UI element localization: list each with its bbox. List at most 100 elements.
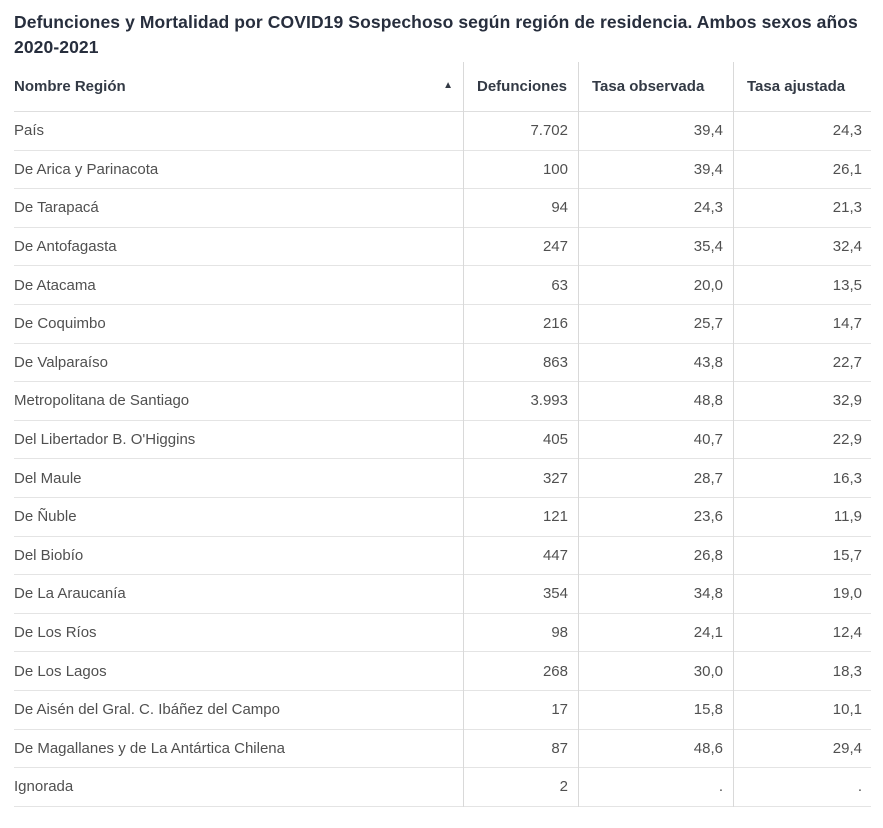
cell-tasa-ajustada: 19,0 — [832, 585, 862, 603]
cell-tasa-observada: 26,8 — [693, 546, 723, 564]
cell-defunciones: 247 — [542, 238, 568, 256]
cell-region: De Antofagasta — [14, 238, 117, 256]
table-row[interactable]: Ignorada 2 . . — [14, 768, 871, 807]
cell-region: De La Araucanía — [14, 585, 126, 603]
table-row[interactable]: De Aisén del Gral. C. Ibáñez del Campo 1… — [14, 690, 871, 730]
cell-tasa-observada: 35,4 — [693, 238, 723, 256]
regions-table: Nombre Región ▲ Defunciones Tasa observa… — [14, 62, 871, 807]
table-row[interactable]: Del Biobío 447 26,8 15,7 — [14, 536, 871, 576]
cell-tasa-ajustada: 14,7 — [832, 315, 862, 333]
cell-tasa-observada: 39,4 — [693, 160, 723, 178]
table-row[interactable]: Del Libertador B. O'Higgins 405 40,7 22,… — [14, 420, 871, 460]
cell-tasa-ajustada: . — [857, 778, 862, 796]
cell-tasa-ajustada: 32,9 — [832, 392, 862, 410]
column-divider-1 — [463, 62, 464, 807]
table-row[interactable]: De Antofagasta 247 35,4 32,4 — [14, 227, 871, 267]
cell-defunciones: 216 — [542, 315, 568, 333]
cell-region: País — [14, 122, 45, 140]
table-row[interactable]: País 7.702 39,4 24,3 — [14, 112, 871, 151]
cell-tasa-ajustada: 13,5 — [832, 276, 862, 294]
cell-tasa-observada: . — [718, 778, 723, 796]
cell-tasa-observada: 34,8 — [693, 585, 723, 603]
cell-defunciones: 98 — [551, 624, 568, 642]
cell-tasa-ajustada: 16,3 — [832, 469, 862, 487]
cell-defunciones: 447 — [542, 546, 568, 564]
cell-region: De Coquimbo — [14, 315, 106, 333]
table-row[interactable]: De Arica y Parinacota 100 39,4 26,1 — [14, 150, 871, 190]
cell-tasa-observada: 39,4 — [693, 122, 723, 140]
cell-tasa-observada: 43,8 — [693, 353, 723, 371]
cell-tasa-observada: 30,0 — [693, 662, 723, 680]
cell-tasa-ajustada: 24,3 — [832, 122, 862, 140]
cell-tasa-ajustada: 22,9 — [832, 431, 862, 449]
page-title: Defunciones y Mortalidad por COVID19 Sos… — [14, 12, 858, 57]
table-row[interactable]: De Los Lagos 268 30,0 18,3 — [14, 652, 871, 691]
table-row[interactable]: De Los Ríos 98 24,1 12,4 — [14, 613, 871, 653]
cell-region: De Magallanes y de La Antártica Chilena — [14, 739, 285, 757]
cell-region: De Atacama — [14, 276, 96, 294]
cell-tasa-observada: 24,1 — [693, 624, 723, 642]
cell-region: De Valparaíso — [14, 353, 108, 371]
cell-defunciones: 354 — [542, 585, 568, 603]
cell-tasa-ajustada: 22,7 — [832, 353, 862, 371]
table-row[interactable]: De Atacama 63 20,0 13,5 — [14, 266, 871, 305]
cell-defunciones: 7.702 — [530, 122, 568, 140]
cell-defunciones: 405 — [542, 431, 568, 449]
cell-defunciones: 17 — [551, 701, 568, 719]
cell-region: De Ñuble — [14, 508, 77, 526]
table-row[interactable]: Del Maule 327 28,7 16,3 — [14, 459, 871, 498]
column-divider-2 — [578, 62, 579, 807]
column-divider-3 — [733, 62, 734, 807]
table-row[interactable]: De Tarapacá 94 24,3 21,3 — [14, 189, 871, 228]
cell-defunciones: 2 — [559, 778, 568, 796]
cell-defunciones: 63 — [551, 276, 568, 294]
cell-tasa-ajustada: 15,7 — [832, 546, 862, 564]
cell-tasa-observada: 24,3 — [693, 199, 723, 217]
cell-region: De Aisén del Gral. C. Ibáñez del Campo — [14, 701, 280, 719]
cell-tasa-ajustada: 29,4 — [832, 739, 862, 757]
cell-region: De Arica y Parinacota — [14, 160, 159, 178]
cell-region: Del Maule — [14, 469, 82, 487]
cell-region: Del Libertador B. O'Higgins — [14, 431, 196, 449]
table-row[interactable]: De Valparaíso 863 43,8 22,7 — [14, 343, 871, 383]
column-header-label: Nombre Región — [14, 78, 126, 95]
cell-tasa-ajustada: 32,4 — [832, 238, 862, 256]
cell-defunciones: 327 — [542, 469, 568, 487]
cell-tasa-ajustada: 12,4 — [832, 624, 862, 642]
cell-tasa-observada: 40,7 — [693, 431, 723, 449]
cell-tasa-ajustada: 18,3 — [832, 662, 862, 680]
cell-tasa-ajustada: 11,9 — [833, 508, 862, 526]
cell-defunciones: 100 — [542, 160, 568, 178]
cell-region: Metropolitana de Santiago — [14, 392, 190, 410]
cell-defunciones: 87 — [551, 739, 568, 757]
sort-ascending-icon[interactable]: ▲ — [443, 79, 453, 91]
column-header-defunciones[interactable]: Defunciones — [477, 78, 568, 95]
cell-defunciones: 94 — [551, 199, 568, 217]
cell-tasa-ajustada: 26,1 — [832, 160, 862, 178]
table-row[interactable]: De Ñuble 121 23,6 11,9 — [14, 497, 871, 537]
cell-tasa-observada: 15,8 — [693, 701, 723, 719]
column-header-tasa-observada[interactable]: Tasa observada — [592, 78, 705, 95]
column-header-nombre-region[interactable]: Nombre Región ▲ — [14, 78, 463, 95]
table-row[interactable]: De Magallanes y de La Antártica Chilena … — [14, 729, 871, 769]
cell-region: De Tarapacá — [14, 199, 99, 217]
cell-tasa-observada: 25,7 — [693, 315, 723, 333]
table-header-row: Nombre Región ▲ Defunciones Tasa observa… — [14, 62, 871, 112]
cell-defunciones: 863 — [542, 353, 568, 371]
cell-region: De Los Lagos — [14, 662, 107, 680]
cell-region: Ignorada — [14, 778, 74, 796]
table-row[interactable]: Metropolitana de Santiago 3.993 48,8 32,… — [14, 382, 871, 421]
cell-tasa-ajustada: 21,3 — [832, 199, 862, 217]
cell-tasa-observada: 48,6 — [693, 739, 723, 757]
cell-tasa-observada: 28,7 — [693, 469, 723, 487]
cell-defunciones: 121 — [542, 508, 568, 526]
cell-defunciones: 268 — [542, 662, 568, 680]
cell-region: De Los Ríos — [14, 624, 97, 642]
cell-defunciones: 3.993 — [530, 392, 568, 410]
table-row[interactable]: De La Araucanía 354 34,8 19,0 — [14, 575, 871, 614]
cell-tasa-observada: 48,8 — [693, 392, 723, 410]
cell-tasa-observada: 20,0 — [693, 276, 723, 294]
table-body: País 7.702 39,4 24,3 De Arica y Parinaco… — [14, 112, 871, 807]
column-header-tasa-ajustada[interactable]: Tasa ajustada — [747, 78, 846, 95]
table-row[interactable]: De Coquimbo 216 25,7 14,7 — [14, 304, 871, 344]
